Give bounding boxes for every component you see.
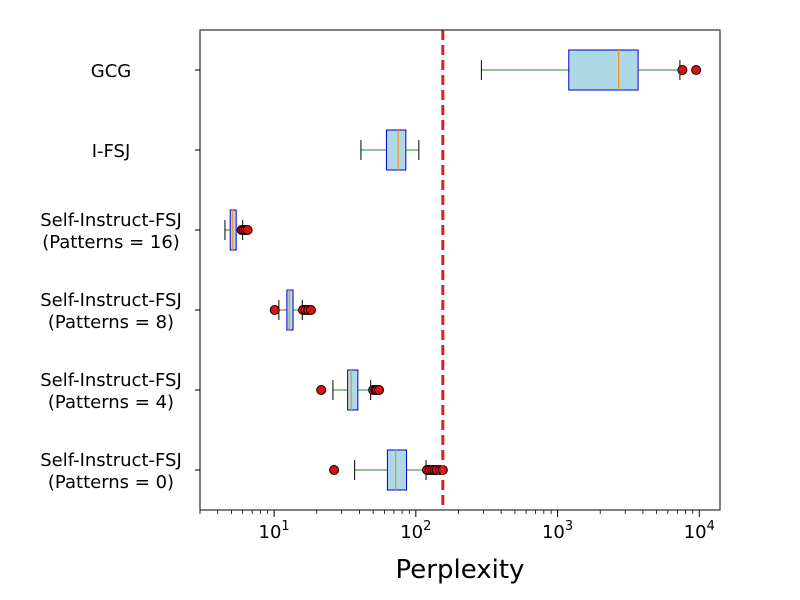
category-label: (Patterns = 16) bbox=[42, 232, 180, 253]
iqr-box bbox=[347, 369, 359, 411]
category-label: (Patterns = 8) bbox=[48, 312, 174, 333]
iqr-box bbox=[385, 129, 407, 171]
x-tick-label: 101 bbox=[259, 519, 290, 543]
outlier-point bbox=[269, 305, 280, 315]
outlier-point bbox=[242, 225, 253, 235]
outlier-point bbox=[329, 465, 340, 475]
x-axis-label: Perplexity bbox=[396, 555, 525, 585]
category-label: Self-Instruct-FSJ bbox=[40, 450, 182, 471]
outlier-point bbox=[374, 385, 385, 395]
outlier-point bbox=[305, 305, 316, 315]
iqr-box bbox=[286, 289, 294, 331]
box-1 bbox=[360, 129, 420, 171]
outlier-point bbox=[691, 65, 702, 75]
box-0 bbox=[480, 49, 702, 91]
iqr-box bbox=[568, 49, 639, 91]
iqr-box bbox=[386, 449, 408, 491]
box-2 bbox=[224, 209, 253, 251]
category-label: GCG bbox=[91, 61, 131, 82]
x-axis: 101 102 103 104 bbox=[199, 510, 715, 543]
category-label: (Patterns = 4) bbox=[48, 392, 174, 413]
outlier-point bbox=[677, 65, 688, 75]
category-label: Self-Instruct-FSJ bbox=[40, 370, 182, 391]
category-label: Self-Instruct-FSJ bbox=[40, 210, 182, 231]
x-tick-label: 104 bbox=[684, 519, 715, 543]
boxes-layer bbox=[224, 49, 702, 491]
box-5 bbox=[329, 449, 448, 491]
category-label: (Patterns = 0) bbox=[48, 472, 174, 493]
box-3 bbox=[269, 289, 316, 331]
category-label: Self-Instruct-FSJ bbox=[40, 290, 182, 311]
x-tick-label: 102 bbox=[400, 519, 431, 543]
x-tick-label: 103 bbox=[542, 519, 573, 543]
category-label: I-FSJ bbox=[92, 141, 131, 162]
outlier-point bbox=[316, 385, 327, 395]
box-4 bbox=[316, 369, 385, 411]
plot-frame bbox=[199, 29, 721, 511]
